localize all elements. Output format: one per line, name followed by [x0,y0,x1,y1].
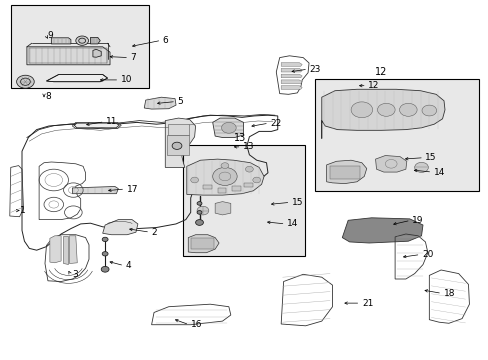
Text: 2: 2 [151,228,157,237]
Bar [190,238,214,249]
Circle shape [421,105,436,116]
Text: 11: 11 [106,117,118,126]
Polygon shape [69,236,77,264]
Bar [232,186,241,191]
Circle shape [197,202,202,205]
Bar [244,183,253,187]
Polygon shape [46,75,107,82]
Text: 18: 18 [443,289,454,298]
Polygon shape [281,74,302,78]
Circle shape [197,206,208,215]
Bar [315,79,478,191]
Text: 16: 16 [190,320,202,329]
Text: 6: 6 [163,36,168,45]
Circle shape [399,103,416,116]
Polygon shape [321,89,444,139]
Polygon shape [186,159,264,195]
Bar [11,5,149,88]
Bar [29,48,106,63]
Text: 5: 5 [177,97,183,106]
Polygon shape [74,123,119,128]
Polygon shape [165,118,195,167]
Text: 15: 15 [425,153,436,162]
Circle shape [172,142,182,149]
Polygon shape [281,63,302,66]
Circle shape [76,36,88,45]
Text: 13: 13 [233,133,245,143]
Text: 23: 23 [309,65,320,74]
Polygon shape [50,236,61,263]
Circle shape [377,103,394,116]
Text: 14: 14 [433,167,444,176]
Bar [183,145,305,256]
Polygon shape [93,49,101,57]
Text: 19: 19 [411,216,423,225]
Text: 8: 8 [45,92,51,101]
Circle shape [195,220,203,225]
Text: 10: 10 [121,76,132,85]
Text: 15: 15 [291,198,303,207]
Circle shape [414,162,427,172]
Text: 13: 13 [243,143,254,152]
Bar [203,185,211,189]
Polygon shape [188,235,219,253]
Circle shape [101,266,109,272]
Polygon shape [326,160,366,184]
Polygon shape [72,186,118,194]
Circle shape [197,211,202,214]
Text: 9: 9 [47,31,53,40]
Circle shape [350,102,372,118]
Text: 1: 1 [20,206,26,215]
Circle shape [252,177,260,183]
Circle shape [17,75,34,88]
Text: 21: 21 [361,299,372,307]
Polygon shape [62,236,68,264]
Circle shape [212,167,237,185]
Circle shape [102,237,108,242]
Text: 12: 12 [374,67,387,77]
Polygon shape [102,220,138,235]
Polygon shape [27,47,110,65]
Text: 20: 20 [421,250,432,259]
Polygon shape [51,38,71,44]
Circle shape [245,166,253,172]
Circle shape [190,177,198,183]
Text: 7: 7 [130,53,136,62]
Polygon shape [90,37,100,44]
Polygon shape [375,156,406,172]
Polygon shape [215,202,230,215]
Bar [167,135,189,155]
Bar [217,188,226,193]
Polygon shape [281,68,302,72]
Polygon shape [281,80,302,84]
Text: 17: 17 [126,184,138,194]
Text: 14: 14 [286,219,298,228]
Circle shape [221,163,228,168]
Bar [329,166,360,179]
Circle shape [221,122,236,133]
Circle shape [102,252,108,256]
Polygon shape [212,118,243,138]
Bar [168,124,188,135]
Polygon shape [144,97,176,109]
Text: 3: 3 [72,270,78,279]
Text: 4: 4 [125,261,131,270]
Text: 22: 22 [270,118,281,127]
Text: 12: 12 [367,81,379,90]
Polygon shape [342,218,422,243]
Polygon shape [281,86,302,89]
